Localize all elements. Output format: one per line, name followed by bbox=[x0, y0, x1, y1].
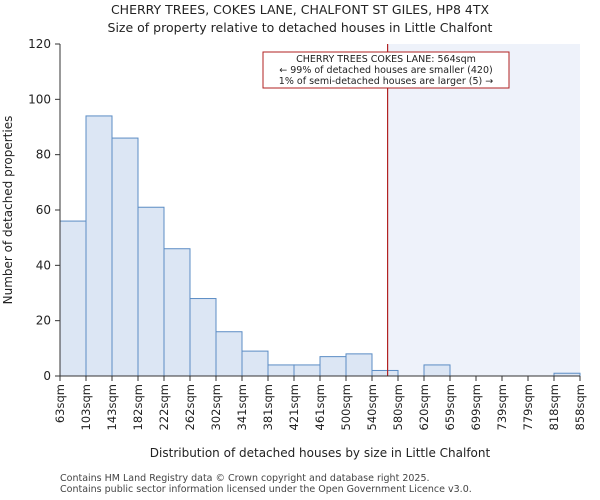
x-tick-label: 63sqm bbox=[53, 384, 67, 423]
y-ticks-group: 0 20 40 60 80 100 120 bbox=[28, 37, 60, 383]
x-tick-label: 540sqm bbox=[365, 384, 379, 430]
annotation-box: CHERRY TREES COKES LANE: 564sqm← 99% of … bbox=[262, 51, 510, 89]
x-tick-label: 222sqm bbox=[157, 384, 171, 430]
bar-182sqm bbox=[137, 206, 165, 377]
y-axis-label: Number of detached properties bbox=[1, 116, 15, 305]
x-tick-label: 341sqm bbox=[235, 384, 249, 430]
annotation-frame bbox=[262, 51, 510, 89]
x-tick-label: 659sqm bbox=[443, 384, 457, 430]
chart-subtitle: Size of property relative to detached ho… bbox=[108, 20, 493, 35]
x-tick-label: 262sqm bbox=[183, 384, 197, 430]
x-tick-label: 818sqm bbox=[547, 384, 561, 430]
y-tick-label: 20 bbox=[36, 314, 51, 328]
x-tick-label: 302sqm bbox=[209, 384, 223, 430]
bar-262sqm bbox=[189, 298, 217, 377]
y-tick-label: 40 bbox=[36, 258, 51, 272]
annotation-line-3: 1% of semi-detached houses are larger (5… bbox=[279, 76, 493, 87]
bar-302sqm bbox=[215, 331, 243, 377]
x-tick-label: 699sqm bbox=[469, 384, 483, 430]
footer-line-2: Contains public sector information licen… bbox=[60, 484, 472, 495]
bar-63sqm bbox=[59, 220, 87, 377]
y-tick-label: 0 bbox=[43, 369, 51, 383]
bar-341sqm bbox=[241, 350, 269, 377]
footer-line-1: Contains HM Land Registry data © Crown c… bbox=[60, 473, 430, 484]
bar-103sqm bbox=[85, 115, 113, 377]
x-tick-label: 103sqm bbox=[79, 384, 93, 430]
x-tick-label: 580sqm bbox=[391, 384, 405, 430]
y-tick-label: 60 bbox=[36, 203, 51, 217]
bar-540sqm bbox=[371, 369, 399, 377]
bar-461sqm bbox=[319, 356, 347, 377]
bar-500sqm bbox=[345, 353, 373, 377]
x-tick-label: 143sqm bbox=[105, 384, 119, 430]
x-axis-label: Distribution of detached houses by size … bbox=[150, 446, 491, 460]
x-tick-label: 620sqm bbox=[417, 384, 431, 430]
y-tick-label: 120 bbox=[28, 37, 51, 51]
x-tick-label: 421sqm bbox=[287, 384, 301, 430]
x-tick-label: 779sqm bbox=[521, 384, 535, 430]
highlight-region bbox=[387, 44, 580, 376]
y-tick-label: 100 bbox=[28, 92, 51, 106]
chart-title: CHERRY TREES, COKES LANE, CHALFONT ST GI… bbox=[111, 2, 490, 17]
x-tick-label: 739sqm bbox=[495, 384, 509, 430]
y-tick-label: 80 bbox=[36, 148, 51, 162]
annotation-line-1: CHERRY TREES COKES LANE: 564sqm bbox=[296, 54, 476, 65]
bar-620sqm bbox=[423, 364, 451, 377]
bar-421sqm bbox=[293, 364, 321, 377]
x-tick-label: 500sqm bbox=[339, 384, 353, 430]
x-tick-label: 461sqm bbox=[313, 384, 327, 430]
x-tick-label: 381sqm bbox=[261, 384, 275, 430]
annotation-line-2: ← 99% of detached houses are smaller (42… bbox=[279, 65, 492, 76]
bar-222sqm bbox=[163, 248, 191, 377]
bar-381sqm bbox=[267, 364, 295, 377]
x-tick-label: 182sqm bbox=[131, 384, 145, 430]
bar-143sqm bbox=[111, 137, 139, 377]
x-tick-label: 858sqm bbox=[573, 384, 587, 430]
bars-group bbox=[59, 115, 581, 377]
x-ticks-group: 63sqm 103sqm 143sqm 182sqm 222sqm 262sqm 302sq… bbox=[53, 376, 587, 430]
